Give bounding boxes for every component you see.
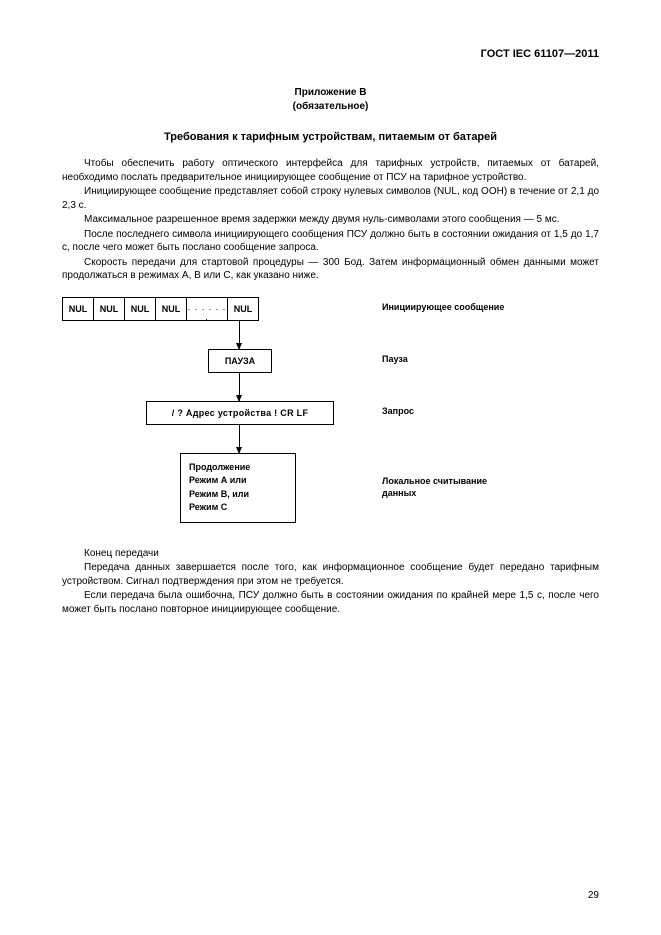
arrow-icon [239, 372, 240, 401]
arrow-icon [239, 424, 240, 453]
init-message-label: Инициирующее сообщение [382, 302, 504, 312]
paragraph: Передача данных завершается после того, … [62, 561, 599, 588]
nul-box: NUL [62, 297, 94, 321]
continue-line: Режим С [189, 501, 227, 515]
local-read-label: Локальное считывание данных [382, 475, 487, 500]
arrow-icon [239, 320, 240, 349]
paragraph: После последнего символа инициирующего с… [62, 228, 599, 255]
paragraph: Скорость передачи для стартовой процедур… [62, 256, 599, 283]
ellipsis-dots: . . . . . . . [186, 302, 228, 322]
nul-box: NUL [93, 297, 125, 321]
body-text-block-2: Конец передачи Передача данных завершает… [62, 547, 599, 617]
nul-box: NUL [124, 297, 156, 321]
continue-line: Режим В, или [189, 488, 249, 502]
paragraph: Если передача была ошибочна, ПСУ должно … [62, 589, 599, 616]
continue-box: Продолжение Режим А или Режим В, или Реж… [180, 453, 296, 523]
pause-label: Пауза [382, 354, 408, 364]
pause-box: ПАУЗА [208, 349, 272, 373]
appendix-heading: Приложение В (обязательное) [62, 86, 599, 113]
continue-line: Продолжение [189, 461, 250, 475]
document-standard-header: ГОСТ IEC 61107—2011 [62, 48, 599, 60]
nul-box: NUL [227, 297, 259, 321]
local-read-line2: данных [382, 488, 416, 498]
request-box: / ? Адрес устройства ! CR LF [146, 401, 334, 425]
request-label: Запрос [382, 406, 414, 416]
appendix-line1: Приложение В [295, 87, 367, 98]
continue-line: Режим А или [189, 474, 247, 488]
body-text-block-1: Чтобы обеспечить работу оптического инте… [62, 157, 599, 283]
nul-ellipsis-gap: . . . . . . . [186, 297, 228, 321]
section-title: Требования к тарифным устройствам, питае… [62, 131, 599, 143]
paragraph: Чтобы обеспечить работу оптического инте… [62, 157, 599, 184]
page-number: 29 [588, 890, 599, 901]
flowchart-diagram: NUL NUL NUL NUL . . . . . . . NUL Иниции… [62, 297, 599, 537]
paragraph: Максимальное разрешенное время задержки … [62, 213, 599, 227]
paragraph: Инициирующее сообщение представляет собо… [62, 185, 599, 212]
nul-message-row: NUL NUL NUL NUL . . . . . . . NUL [62, 297, 599, 321]
local-read-line1: Локальное считывание [382, 476, 487, 486]
appendix-line2: (обязательное) [293, 101, 369, 112]
paragraph: Конец передачи [62, 547, 599, 561]
nul-box: NUL [155, 297, 187, 321]
